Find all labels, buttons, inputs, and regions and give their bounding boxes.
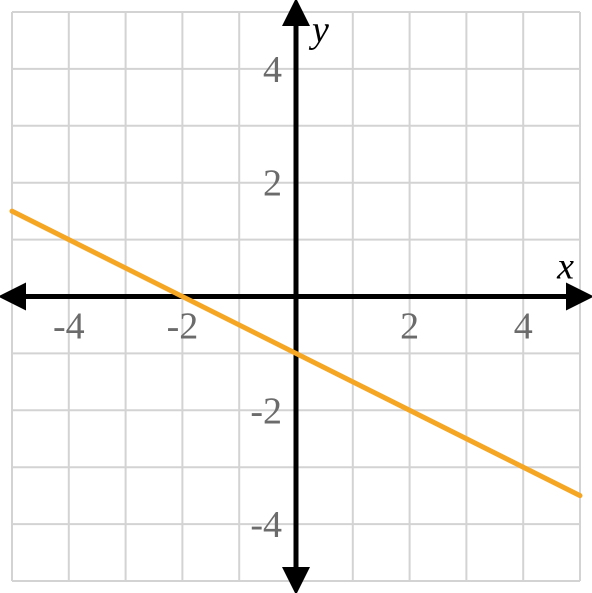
y-tick-label: 2	[263, 163, 282, 205]
x-axis-label: x	[556, 246, 574, 288]
x-tick-label: -4	[53, 306, 85, 348]
y-axis-label: y	[308, 9, 329, 51]
y-tick-label: -2	[250, 390, 282, 432]
chart-svg: -4-224-4-224xy	[0, 0, 592, 593]
x-tick-label: 4	[514, 306, 533, 348]
x-tick-label: 2	[400, 306, 419, 348]
x-tick-label: -2	[167, 306, 199, 348]
line-chart: -4-224-4-224xy	[0, 0, 592, 593]
y-tick-label: -4	[250, 504, 282, 546]
y-tick-label: 4	[263, 49, 282, 91]
